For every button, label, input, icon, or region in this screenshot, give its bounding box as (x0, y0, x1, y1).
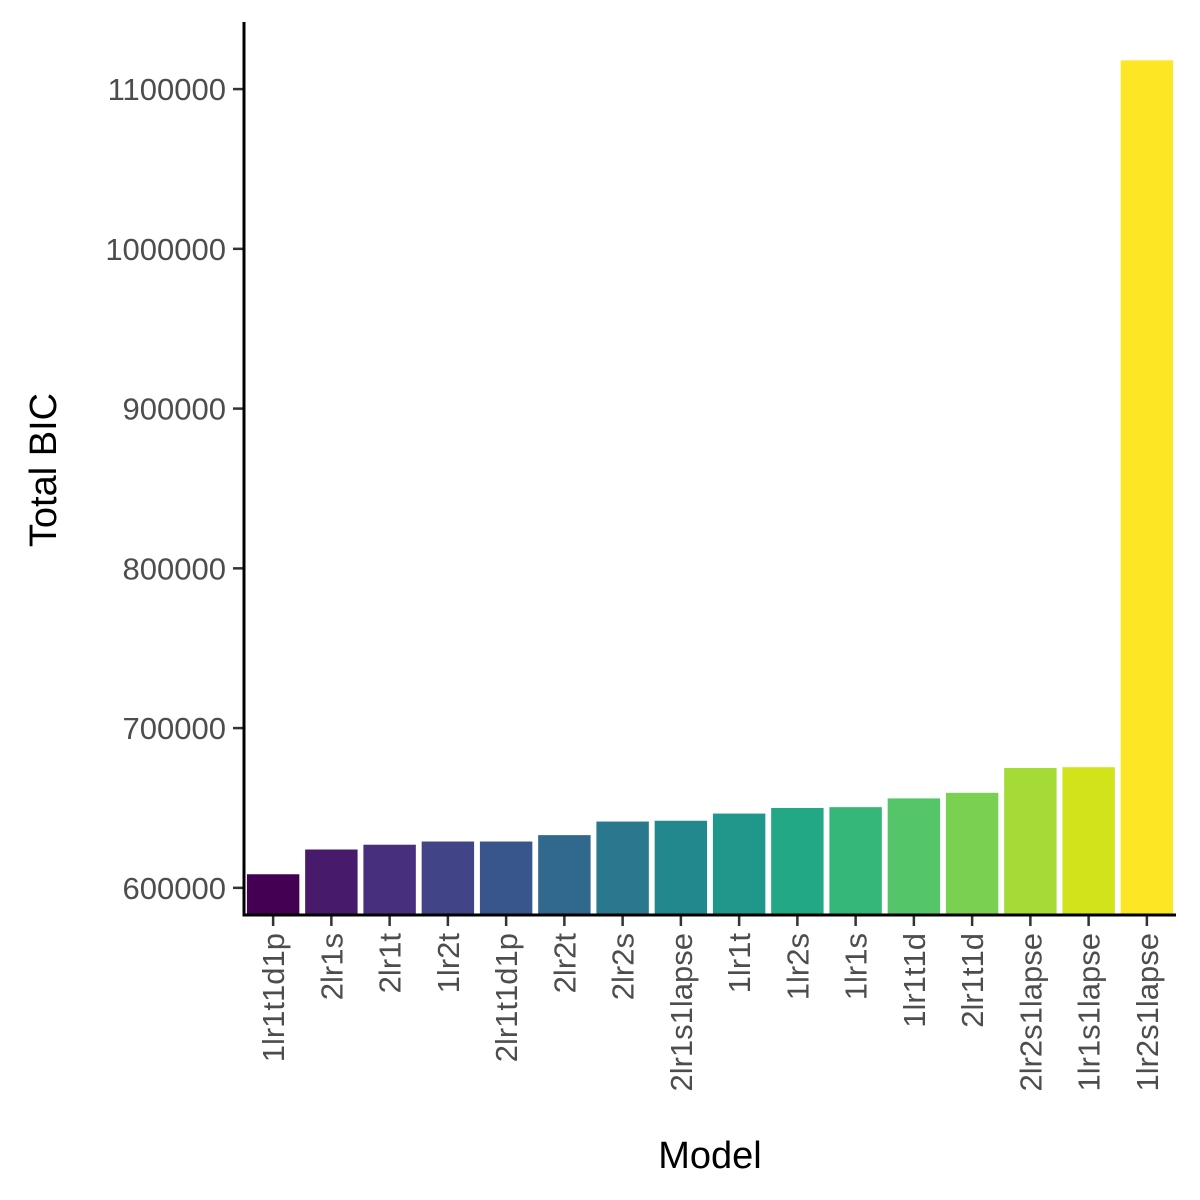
x-tick-label: 1lr1s1lapse (1072, 933, 1107, 1092)
bar-1lr1t1d1p (246, 874, 300, 915)
bar-1lr1s1lapse (1062, 767, 1115, 915)
bar-2lr1t1d1p (479, 841, 533, 915)
bar-1lr1s (829, 807, 882, 915)
x-tick-label: 2lr1s1lapse (664, 933, 699, 1092)
y-tick-label: 1000000 (105, 232, 226, 267)
x-tick-label: 1lr1t1d1p (256, 933, 291, 1062)
bar-2lr2s1lapse (1004, 768, 1057, 915)
y-tick-label: 800000 (123, 551, 226, 586)
bar-2lr1t (363, 844, 416, 915)
y-axis: 600000 700000 800000 900000 1000000 1100000 (105, 22, 246, 915)
x-tick-label: 2lr1t1d1p (489, 933, 524, 1062)
x-tick-label: 2lr1s (314, 933, 349, 1000)
x-tick-label: 1lr2t (431, 933, 466, 994)
bar-2lr2t (538, 835, 591, 915)
bar-1lr2s1lapse (1120, 60, 1174, 915)
y-tick-label: 600000 (123, 871, 226, 906)
bar-2lr2s (596, 821, 649, 915)
bar-1lr1t1d (887, 798, 941, 915)
x-tick-label: 1lr1t (722, 933, 757, 994)
x-axis: 1lr1t1d1p 2lr1s 2lr1t 1lr2t 2lr1t1d1p 2lr2t 2l… (242, 913, 1176, 1092)
y-tick-label: 700000 (123, 711, 226, 746)
x-tick-label: 2lr2s1lapse (1013, 933, 1048, 1092)
x-tick-label: 2lr1t1d (955, 933, 990, 1028)
bar-2lr1s1lapse (654, 820, 708, 915)
x-tick-label: 1lr2s1lapse (1130, 933, 1165, 1092)
y-tick-label: 1100000 (108, 72, 226, 107)
x-tick-label: 1lr1t1d (897, 933, 932, 1028)
bar-1lr2s (771, 807, 824, 915)
x-tick-label: 2lr2s (606, 933, 641, 1000)
bar-1lr2t (421, 841, 475, 915)
y-tick-label: 900000 (123, 392, 226, 427)
x-tick-label: 2lr1t (373, 933, 408, 994)
x-tick-label: 1lr2s (780, 933, 815, 1000)
x-tick-label: 2lr2t (547, 933, 582, 994)
bars-group (246, 60, 1174, 915)
x-tick-label: 1lr1s (839, 933, 874, 1000)
bar-2lr1t1d (945, 792, 999, 915)
bar-2lr1s (305, 849, 358, 915)
bar-1lr1t (712, 813, 766, 915)
x-axis-title: Model (658, 1135, 762, 1177)
y-axis-title: Total BIC (23, 393, 65, 547)
